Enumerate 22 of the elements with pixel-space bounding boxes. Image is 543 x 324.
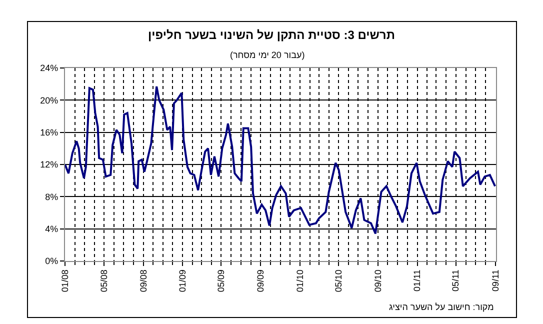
y-tick-label: 24%	[40, 63, 58, 74]
y-tick-label: 20%	[40, 95, 58, 106]
chart-title: תרשים 3: סטיית התקן של השינוי בשער חליפין	[148, 28, 395, 42]
x-tick-label: 01/11	[412, 270, 422, 292]
x-tick-label: 09/08	[138, 270, 148, 292]
x-tick-label: 05/11	[450, 270, 461, 292]
y-tick-label: 8%	[45, 192, 58, 202]
x-tick-label: 05/08	[98, 270, 109, 292]
y-tick-label: 16%	[40, 127, 58, 138]
y-tick-label: 0%	[45, 256, 58, 266]
chart-subtitle: (עבור 20 ימי מסחר)	[230, 50, 305, 60]
y-tick-label: 4%	[45, 224, 58, 234]
x-tick-label: 05/09	[216, 270, 226, 292]
x-tick-label: 01/09	[178, 270, 188, 292]
x-tick-label: 09/11	[490, 270, 500, 292]
x-tick-label: 05/10	[333, 270, 344, 292]
x-tick-label: 01/08	[60, 270, 70, 292]
x-tick-label: 09/09	[256, 270, 266, 292]
x-tick-label: 01/10	[294, 270, 305, 292]
x-tick-label: 09/10	[372, 270, 383, 292]
text: מקור: חישוב על השער היציג	[389, 302, 494, 312]
y-tick-label: 12%	[40, 160, 58, 170]
